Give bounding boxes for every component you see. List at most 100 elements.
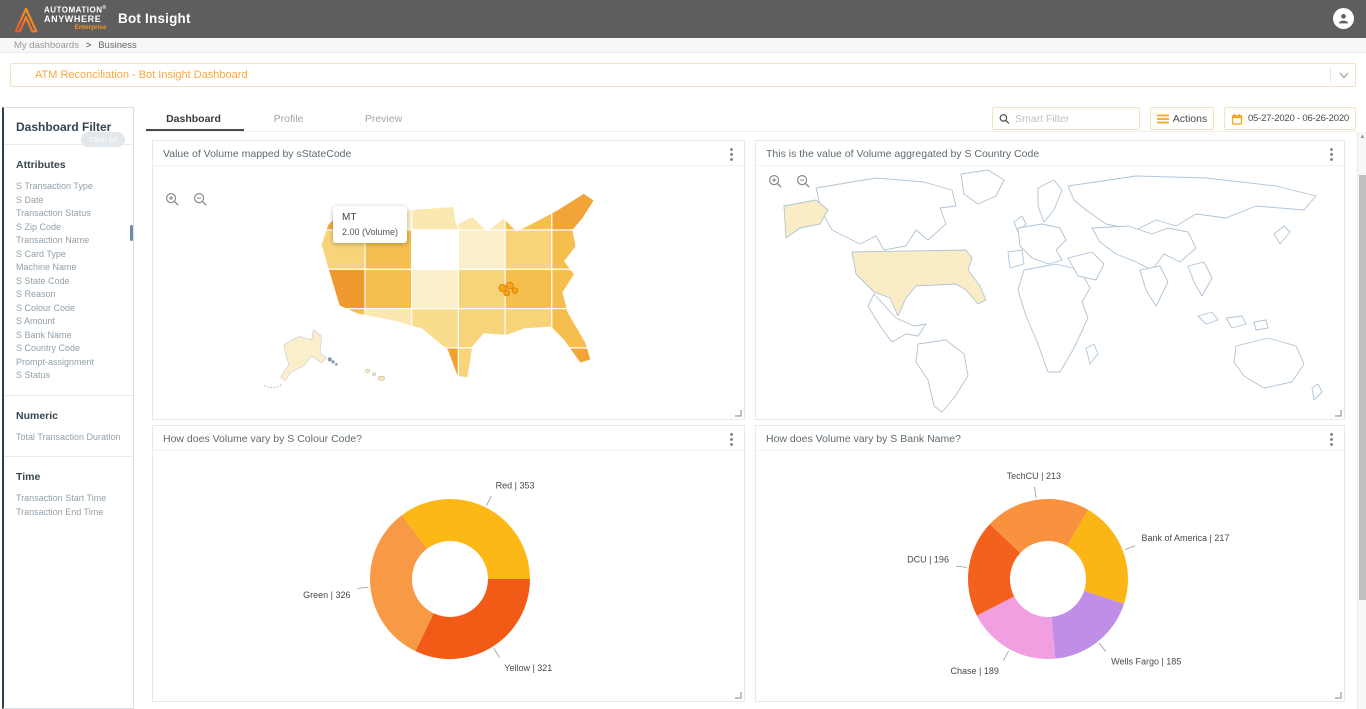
sidebar-item-s-amount[interactable]: S Amount <box>16 316 56 326</box>
panel-title: This is the value of Volume aggregated b… <box>766 148 1040 160</box>
scrollbar-up-arrow[interactable]: ▲ <box>1359 134 1366 140</box>
date-range-button[interactable]: 05-27-2020 - 06-26-2020 <box>1224 107 1356 130</box>
donut-label-yellow: Yellow | 321 <box>504 663 552 673</box>
donut-label-red: Red | 353 <box>496 480 535 490</box>
sidebar-item-s-date[interactable]: S Date <box>16 194 44 205</box>
panel-menu-kebab-icon[interactable] <box>1324 431 1338 447</box>
sidebar-item-machine-name[interactable]: Machine Name <box>16 262 77 272</box>
dashboard-filter-panel: Dashboard Filter Clear All Attributes S T… <box>2 107 134 709</box>
actions-button[interactable]: Actions <box>1150 107 1214 130</box>
panel-title: How does Volume vary by S Colour Code? <box>163 433 363 445</box>
search-icon <box>999 113 1010 124</box>
sidebar-item-s-zip-code[interactable]: S Zip Code <box>16 221 62 232</box>
tab-preview[interactable]: Preview <box>364 113 403 125</box>
sidebar-item-s-country-code[interactable]: S Country Code <box>16 343 81 353</box>
us-choropleth-map[interactable] <box>261 184 646 389</box>
sidebar-item-s-card-type[interactable]: S Card Type <box>16 248 66 259</box>
active-tab-underline <box>146 129 244 131</box>
donut-label-green: Green | 326 <box>303 590 350 600</box>
donut-label-leader <box>1124 545 1136 551</box>
scrollbar-thumb[interactable] <box>1359 175 1366 600</box>
panel-title: How does Volume vary by S Bank Name? <box>766 433 961 445</box>
donut-label-leader <box>357 586 369 589</box>
sidebar-scrollbar-thumb[interactable] <box>130 225 133 241</box>
zoom-in-icon[interactable] <box>768 174 783 189</box>
sidebar-item-transaction-start-time[interactable]: Transaction Start Time <box>16 493 107 503</box>
tooltip-value: 2.00 (Volume) <box>342 227 399 237</box>
alaska-hawaii <box>264 329 386 389</box>
clear-all-button[interactable]: Clear All <box>81 132 125 147</box>
selected-state-ky-highlight <box>498 281 519 297</box>
sidebar-item-s-bank-name[interactable]: S Bank Name <box>16 329 72 340</box>
tooltip-state: MT <box>342 212 357 223</box>
automation-anywhere-logo: AUTOMATION® ANYWHERE Enterprise <box>12 4 107 34</box>
dashboard-selector[interactable]: ATM Reconciliation - Bot Insight Dashboa… <box>10 63 1356 87</box>
donut-chart-colour-code: Red | 353 Yellow | 321 Green | 326 <box>303 480 552 673</box>
donut-label-leader <box>1002 650 1009 661</box>
donut-label-leader <box>1098 642 1107 652</box>
sidebar-item-transaction-end-time[interactable]: Transaction End Time <box>16 506 104 517</box>
donut-label-dcu: DCU | 196 <box>907 554 949 564</box>
selector-divider <box>1330 68 1331 82</box>
sidebar-item-total-transaction-duration[interactable]: Total Transaction Duration <box>16 431 121 442</box>
zoom-in-icon[interactable] <box>165 192 180 207</box>
panel-menu-kebab-icon[interactable] <box>724 431 738 447</box>
tab-profile[interactable]: Profile <box>273 113 304 125</box>
breadcrumb-business[interactable]: Business <box>98 39 137 51</box>
donut-slice-techcu[interactable] <box>989 499 1088 553</box>
breadcrumb-my-dashboards[interactable]: My dashboards <box>14 39 79 51</box>
sidebar-section-attributes: Attributes <box>16 159 66 171</box>
panel-title: Value of Volume mapped by sStateCode <box>163 148 352 160</box>
donut-label-leader <box>1034 486 1037 498</box>
donut-slice-yellow[interactable] <box>415 578 530 659</box>
panel-menu-kebab-icon[interactable] <box>724 146 738 162</box>
zoom-out-icon[interactable] <box>193 192 208 207</box>
chevron-down-icon[interactable] <box>1339 72 1349 79</box>
world-choropleth-map[interactable] <box>756 166 1344 419</box>
sidebar-item-s-state-code[interactable]: S State Code <box>16 275 70 286</box>
donut-label-leader <box>486 495 492 506</box>
page-title: Bot Insight <box>118 11 191 26</box>
donut-slice-bank-of-america[interactable] <box>1067 509 1128 604</box>
top-app-bar: AUTOMATION® ANYWHERE Enterprise Bot Insi… <box>0 0 1366 38</box>
logo-a-icon <box>14 7 38 33</box>
panel-resize-handle[interactable] <box>734 691 742 699</box>
sidebar-item-s-status[interactable]: S Status <box>16 370 51 380</box>
donut-chart-bank-name: Bank of America | 217 Wells Fargo | 185 Ch… <box>907 471 1230 676</box>
smart-filter-field[interactable] <box>992 107 1140 130</box>
sidebar-item-transaction-name[interactable]: Transaction Name <box>16 235 90 245</box>
actions-label: Actions <box>1172 112 1208 125</box>
calendar-icon <box>1231 113 1243 125</box>
donut-slice-green[interactable] <box>369 515 434 652</box>
donut-label-techcu: TechCU | 213 <box>1007 471 1061 481</box>
zoom-out-icon[interactable] <box>796 174 811 189</box>
sidebar-item-prompt-assignment[interactable]: Prompt-assignment <box>16 356 95 367</box>
sidebar-item-s-colour-code[interactable]: S Colour Code <box>16 302 76 313</box>
donut-label-leader <box>493 648 500 658</box>
tab-dashboard[interactable]: Dashboard <box>166 113 221 125</box>
panel-volume-by-state: Value of Volume mapped by sStateCode <box>152 140 745 420</box>
donut-slice-chase[interactable] <box>976 596 1056 659</box>
donut-slice-dcu[interactable] <box>967 524 1021 616</box>
sidebar-item-s-transaction-type[interactable]: S Transaction Type <box>16 181 93 191</box>
donut-label-wells-fargo: Wells Fargo | 185 <box>1111 657 1181 667</box>
user-avatar-icon[interactable] <box>1333 8 1354 29</box>
sidebar-item-transaction-status[interactable]: Transaction Status <box>16 208 91 218</box>
donut-slice-red[interactable] <box>401 498 530 579</box>
panel-resize-handle[interactable] <box>1334 691 1342 699</box>
brand-line1: AUTOMATION <box>44 5 103 15</box>
toolbar-separator <box>146 131 1356 132</box>
brand-edition: Enterprise <box>74 23 107 31</box>
smart-filter-input[interactable] <box>1015 112 1133 125</box>
date-range-label: 05-27-2020 - 06-26-2020 <box>1247 113 1350 124</box>
dashboard-filter-title: Dashboard Filter <box>16 120 112 134</box>
sidebar-item-s-reason[interactable]: S Reason <box>16 289 56 299</box>
sidebar-divider <box>4 456 133 457</box>
panel-resize-handle[interactable] <box>1334 409 1342 417</box>
panel-menu-kebab-icon[interactable] <box>1324 146 1338 162</box>
panel-resize-handle[interactable] <box>734 409 742 417</box>
donut-slice-wells-fargo[interactable] <box>1051 590 1125 659</box>
donut-label-bank-of-america: Bank of America | 217 <box>1142 533 1230 543</box>
page-scrollbar[interactable]: ▲ <box>1357 132 1366 709</box>
